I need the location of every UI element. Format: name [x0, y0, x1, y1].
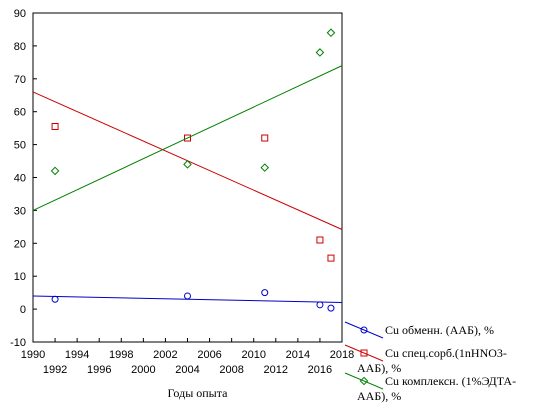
data-point: [261, 134, 269, 142]
data-point: [316, 236, 324, 244]
legend-label: Cu комплексн. (1%ЭДТА-: [385, 374, 516, 388]
legend-line: [344, 321, 384, 339]
series-1: [32, 289, 343, 312]
legend-line: [344, 344, 384, 362]
series-2: [32, 91, 343, 262]
y-tick-label: -10: [10, 337, 26, 349]
data-point: [50, 166, 60, 176]
legend-label: ААБ), %: [357, 389, 401, 403]
data-point: [261, 289, 269, 297]
data-point: [327, 304, 335, 312]
data-point: [51, 123, 59, 131]
legend-label: ААБ), %: [357, 361, 401, 375]
data-point: [260, 163, 270, 172]
x-tick-label: 2002: [153, 349, 177, 361]
x-tick-label: 2018: [330, 349, 354, 361]
data-point: [51, 295, 59, 303]
x-tick-label: 1992: [43, 364, 67, 376]
data-point: [183, 160, 192, 169]
x-tick-label: 2004: [175, 364, 199, 376]
data-point: [315, 48, 325, 57]
x-tick-label: 1990: [21, 349, 45, 361]
y-tick-label: 10: [14, 271, 26, 283]
y-tick-label: 0: [20, 304, 26, 316]
legend-marker: [360, 349, 368, 357]
x-tick-label: 1994: [65, 349, 89, 361]
data-point: [184, 134, 191, 142]
x-tick-label: 1998: [109, 349, 133, 361]
y-tick-label: 20: [14, 238, 26, 250]
y-tick-label: 30: [14, 205, 26, 217]
series-3: [32, 28, 343, 211]
y-tick-label: 40: [14, 173, 26, 185]
x-axis: 1990 1994 1998 2002 2006 2010 2014 2018 1992 1996…: [21, 338, 354, 376]
y-tick-label: 60: [14, 107, 26, 119]
legend-marker: [359, 376, 369, 386]
x-tick-label: 2016: [308, 364, 332, 376]
data-point: [326, 28, 336, 38]
x-tick-label: 2010: [241, 349, 265, 361]
legend-item: Cu комплексн. (1%ЭДТА-ААБ), %: [344, 372, 516, 403]
x-tick-label: 1996: [87, 364, 111, 376]
legend-marker: [360, 326, 368, 334]
legend-item: Cu спец.сорб.(1nHNO3-ААБ), %: [344, 344, 507, 375]
y-tick-label: 50: [14, 140, 26, 152]
x-tick-label: 2000: [131, 364, 155, 376]
legend-label: Cu обменн. (ААБ), %: [385, 323, 494, 337]
y-tick-label: 80: [14, 41, 26, 53]
data-point: [316, 301, 324, 309]
legend-item: Cu обменн. (ААБ), %: [344, 321, 494, 339]
x-axis-title: Годы опыта: [168, 386, 229, 400]
y-tick-label: 90: [14, 8, 26, 20]
legend-label: Cu спец.сорб.(1nHNO3-: [385, 346, 507, 360]
y-axis: -10 0 10 20 30 40 50 60 70 80 90: [10, 8, 37, 349]
data-point: [184, 292, 191, 300]
x-tick-label: 2008: [219, 364, 243, 376]
x-tick-label: 2006: [197, 349, 221, 361]
x-tick-label: 2012: [264, 364, 288, 376]
series: [32, 28, 343, 312]
trend-line: [32, 65, 343, 211]
y-tick-label: 70: [14, 74, 26, 86]
x-tick-label: 2014: [286, 349, 310, 361]
data-point: [327, 254, 335, 262]
legend: Cu обменн. (ААБ), % Cu спец.сорб.(1nHNO3-…: [344, 321, 516, 403]
legend-line: [344, 372, 384, 390]
